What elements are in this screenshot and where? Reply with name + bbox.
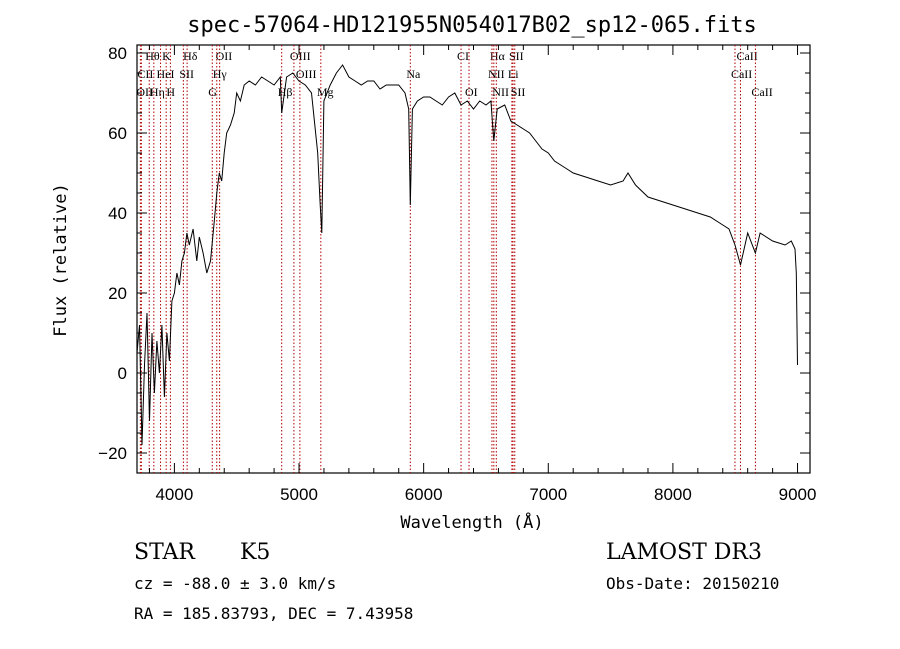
x-tick-label-3: 7000 bbox=[529, 485, 567, 504]
y-tick-label-5: 80 bbox=[108, 44, 127, 63]
x-tick-label-1: 5000 bbox=[280, 485, 318, 504]
x-tick-label-5: 9000 bbox=[779, 485, 817, 504]
line-label-13: OIII bbox=[296, 67, 317, 81]
line-label-26: SII bbox=[511, 85, 526, 99]
y-tick-label-2: 20 bbox=[108, 284, 127, 303]
line-label-24: OI bbox=[465, 85, 478, 99]
line-label-8: CaII bbox=[736, 49, 757, 63]
object-class: STAR bbox=[134, 540, 195, 565]
line-label-10: HeI bbox=[157, 67, 175, 81]
line-label-21: G bbox=[208, 85, 217, 99]
line-label-6: Hα bbox=[490, 49, 506, 63]
line-label-27: CaII bbox=[751, 85, 772, 99]
y-tick-label-3: 40 bbox=[108, 204, 127, 223]
line-label-12: Hγ bbox=[213, 67, 228, 81]
y-tick-label-0: −20 bbox=[98, 444, 127, 463]
line-label-7: SII bbox=[509, 49, 524, 63]
object-subclass: K5 bbox=[240, 540, 271, 565]
line-label-2: Hδ bbox=[183, 49, 198, 63]
y-axis-label: Flux (relative) bbox=[51, 183, 71, 337]
line-label-0: Hθ bbox=[145, 49, 160, 63]
x-tick-label-0: 4000 bbox=[155, 485, 193, 504]
chart-title: spec-57064-HD121955N054017B02_sp12-065.f… bbox=[187, 13, 757, 38]
line-label-19: Hη bbox=[150, 85, 165, 99]
line-label-1: K bbox=[162, 49, 171, 63]
line-label-9: CII bbox=[137, 67, 153, 81]
line-label-17: CaII bbox=[731, 67, 752, 81]
line-label-11: SII bbox=[179, 67, 194, 81]
spectrum-line bbox=[136, 64, 798, 446]
axis-ticks: 4000 5000 6000 7000 8000 9000 −20 0 20 40 60 80 bbox=[98, 44, 816, 504]
x-axis-label: Wavelength (Å) bbox=[400, 511, 543, 533]
survey-name: LAMOST DR3 bbox=[606, 540, 762, 565]
x-tick-label-2: 6000 bbox=[405, 485, 443, 504]
line-label-5: CI bbox=[457, 49, 469, 63]
line-label-25: NII bbox=[492, 85, 509, 99]
line-label-14: Na bbox=[406, 67, 421, 81]
spectrum-chart: spec-57064-HD121955N054017B02_sp12-065.f… bbox=[51, 13, 816, 533]
line-label-3: OII bbox=[216, 49, 233, 63]
line-label-20: H bbox=[166, 85, 175, 99]
y-tick-label-4: 60 bbox=[108, 124, 127, 143]
y-tick-label-1: 0 bbox=[118, 364, 127, 383]
line-label-18: OII bbox=[136, 85, 153, 99]
obs-date: Obs-Date: 20150210 bbox=[606, 574, 780, 593]
line-label-16: Li bbox=[508, 67, 519, 81]
ra-dec: RA = 185.83793, DEC = 7.43958 bbox=[134, 604, 414, 623]
redshift-cz: cz = -88.0 ± 3.0 km/s bbox=[134, 574, 337, 593]
x-tick-label-4: 8000 bbox=[654, 485, 692, 504]
